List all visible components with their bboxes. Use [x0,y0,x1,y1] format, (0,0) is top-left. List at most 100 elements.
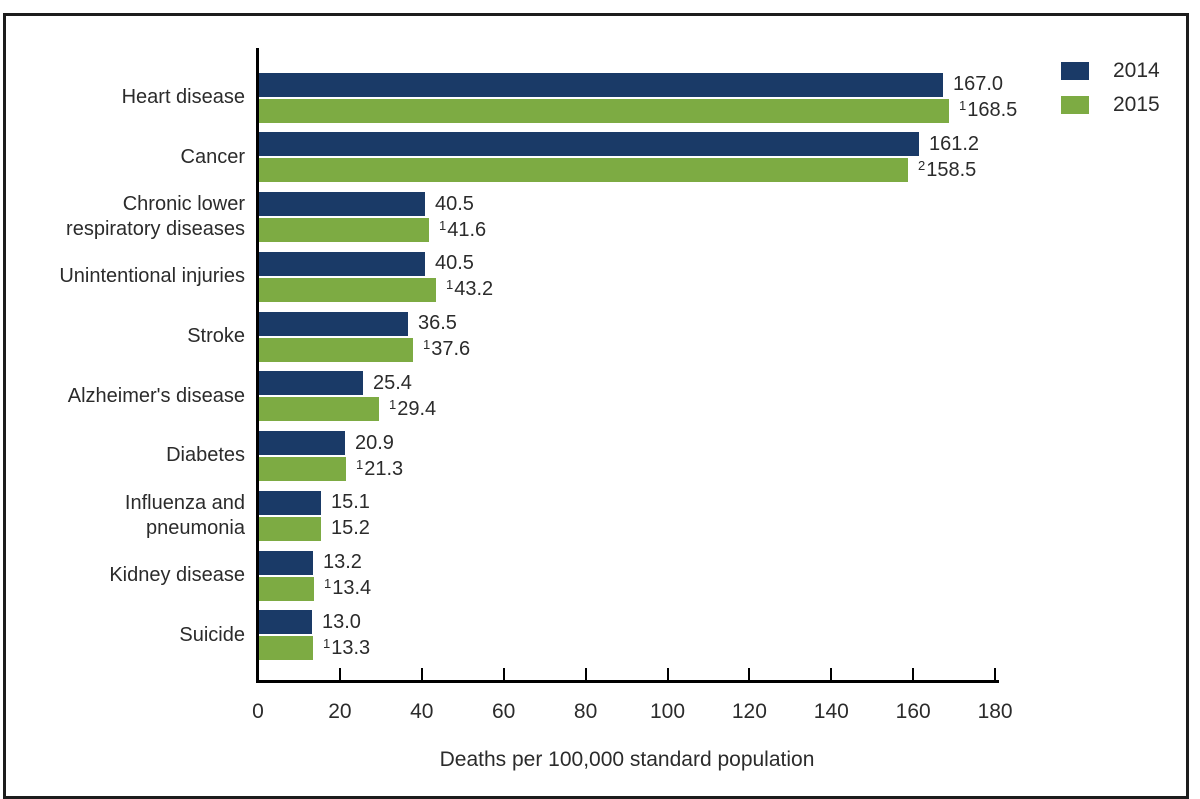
chart-row: Kidney disease 13.2 1 13.4 [0,546,1200,606]
x-axis-title: Deaths per 100,000 standard population [439,748,815,771]
chart-row: Heart disease 167.0 1 168.5 [0,68,1200,128]
x-tick-label: 100 [649,700,686,723]
legend-item-2015: 2015 [1061,88,1160,122]
value-label-2014: 40.5 [435,192,474,215]
legend-label-2015: 2015 [1113,93,1160,116]
category-label: Influenza and pneumonia [124,491,245,539]
x-tick-label: 20 [328,700,352,723]
bar-2015 [259,158,908,183]
bar-2014 [259,550,313,575]
y-axis-line [256,48,259,683]
category-label: Heart disease [121,85,245,108]
value-label-2014: 15.1 [331,491,370,514]
chart-row: Alzheimer's disease 25.4 1 29.4 [0,366,1200,426]
x-tick-mark [584,668,587,680]
category-label: Unintentional injuries [59,265,245,288]
x-tick-mark [912,668,915,680]
value-label-2014: 36.5 [418,312,457,334]
value-label-2014: 20.9 [355,431,394,454]
value-label-2015: 1 13.4 [324,576,372,599]
value-label-2014: 167.0 [953,73,1004,95]
bar-2015 [259,576,314,601]
x-axis-line [256,680,999,683]
bar-2015 [259,397,379,422]
bar-2015 [259,277,436,302]
value-label-2015: 1 41.6 [439,217,487,241]
value-label-2015: 1 21.3 [356,456,404,480]
value-label-2015: 1 13.3 [323,635,371,659]
x-tick-label: 140 [813,700,849,723]
value-label-2015: 1 168.5 [959,98,1018,121]
bar-2014 [259,371,363,396]
bar-2014 [259,311,408,336]
chart-row: Stroke 36.5 1 37.6 [0,307,1200,367]
category-label: Diabetes [166,444,245,467]
x-tick-label: 40 [410,700,434,723]
category-label: Chronic lower respiratory diseases [66,192,245,240]
chart-row: Diabetes 20.9 1 21.3 [0,426,1200,486]
value-label-2014: 25.4 [373,371,412,394]
bar-2014 [259,251,425,276]
footnote-marker: 1 [446,277,454,293]
legend: 2014 2015 [1061,54,1160,122]
value-label-2014: 161.2 [929,132,980,155]
footnote-marker: 1 [324,576,332,591]
legend-swatch-2015 [1061,96,1089,114]
footnote-marker: 1 [356,456,364,472]
x-tick-mark [257,668,259,680]
bar-2015 [259,218,429,242]
category-label: Suicide [179,623,245,646]
x-tick-label: 160 [895,700,931,723]
x-tick-label: 180 [977,700,1013,723]
bar-2015 [259,636,313,661]
category-label: Alzheimer's disease [67,384,245,407]
value-label-2015: 1 29.4 [389,396,437,420]
x-tick-label: 60 [492,700,516,723]
value-label-2014: 13.0 [322,610,361,633]
footnote-marker: 1 [423,337,431,352]
bar-2014 [259,132,919,157]
category-label: Cancer [180,145,245,168]
x-tick-mark [666,668,669,680]
bar-2014 [259,72,943,97]
chart-row: Cancer 161.2 2 158.5 [0,127,1200,187]
footnote-marker: 1 [439,217,447,233]
category-label: Kidney disease [109,563,245,586]
legend-label-2014: 2014 [1113,59,1160,82]
footnote-marker: 1 [959,98,967,113]
footnote-marker: 1 [323,635,331,651]
value-label-2015: 1 43.2 [446,277,494,301]
bar-2014 [259,610,312,635]
chart-row: Unintentional injuries 40.5 1 43.2 [0,247,1200,307]
x-tick-mark [748,668,751,680]
value-label-2014: 13.2 [323,551,362,573]
footnote-marker: 1 [389,396,397,412]
value-label-2014: 40.5 [435,252,474,275]
bar-2014 [259,431,345,455]
x-tick-label: 0 [252,700,264,723]
chart-row: Chronic lower respiratory diseases 40.5 1 41… [0,187,1200,247]
legend-item-2014: 2014 [1061,54,1160,88]
x-tick-mark [830,668,833,680]
x-tick-label: 120 [731,700,767,723]
category-label: Stroke [187,324,245,347]
bar-2015 [259,98,949,123]
legend-swatch-2014 [1061,62,1089,80]
bar-2015 [259,516,321,541]
bar-2015 [259,457,346,481]
x-tick-mark [502,668,505,680]
x-tick-label: 80 [573,700,598,723]
bar-2014 [259,490,321,515]
footnote-marker: 2 [918,157,926,173]
bar-2015 [259,337,413,362]
value-label-2015: 2 158.5 [918,157,977,181]
bar-2014 [259,192,425,216]
x-tick-mark [338,668,341,680]
x-tick-mark [994,668,997,680]
value-label-2015: 15.2 [331,517,370,540]
value-label-2015: 1 37.6 [423,337,471,360]
chart-row: Influenza and pneumonia 15.1 15.2 [0,486,1200,546]
chart-row: Suicide 13.0 1 13.3 [0,605,1200,665]
x-tick-mark [420,668,423,680]
